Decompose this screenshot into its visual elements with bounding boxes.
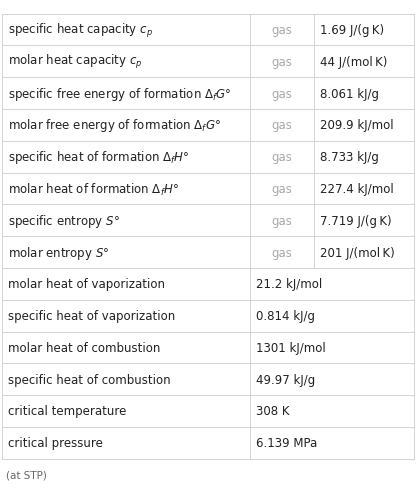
Text: 227.4 kJ/mol: 227.4 kJ/mol bbox=[320, 183, 394, 196]
Text: molar free energy of formation $\Delta_f G°$: molar free energy of formation $\Delta_f… bbox=[8, 117, 221, 134]
Text: specific free energy of formation $\Delta_f G°$: specific free energy of formation $\Delt… bbox=[8, 85, 232, 102]
Text: molar heat of vaporization: molar heat of vaporization bbox=[8, 278, 165, 291]
Text: 6.139 MPa: 6.139 MPa bbox=[256, 436, 317, 449]
Text: critical temperature: critical temperature bbox=[8, 405, 127, 418]
Text: gas: gas bbox=[271, 151, 292, 164]
Text: critical pressure: critical pressure bbox=[8, 436, 103, 449]
Text: molar heat of combustion: molar heat of combustion bbox=[8, 341, 161, 354]
Text: 7.719 J/(g K): 7.719 J/(g K) bbox=[320, 214, 392, 227]
Text: 21.2 kJ/mol: 21.2 kJ/mol bbox=[256, 278, 322, 291]
Text: molar heat of formation $\Delta_f H°$: molar heat of formation $\Delta_f H°$ bbox=[8, 181, 179, 197]
Text: specific entropy $S°$: specific entropy $S°$ bbox=[8, 212, 120, 229]
Text: 201 J/(mol K): 201 J/(mol K) bbox=[320, 246, 395, 259]
Text: gas: gas bbox=[271, 119, 292, 132]
Text: gas: gas bbox=[271, 56, 292, 69]
Text: 209.9 kJ/mol: 209.9 kJ/mol bbox=[320, 119, 394, 132]
Text: 49.97 kJ/g: 49.97 kJ/g bbox=[256, 373, 315, 386]
Text: gas: gas bbox=[271, 183, 292, 196]
Text: 308 K: 308 K bbox=[256, 405, 290, 418]
Text: gas: gas bbox=[271, 214, 292, 227]
Text: 8.061 kJ/g: 8.061 kJ/g bbox=[320, 87, 379, 101]
Text: molar heat capacity $c_p$: molar heat capacity $c_p$ bbox=[8, 53, 143, 71]
Text: (at STP): (at STP) bbox=[6, 470, 47, 480]
Text: 8.733 kJ/g: 8.733 kJ/g bbox=[320, 151, 379, 164]
Text: gas: gas bbox=[271, 87, 292, 101]
Text: specific heat of combustion: specific heat of combustion bbox=[8, 373, 171, 386]
Text: 1.69 J/(g K): 1.69 J/(g K) bbox=[320, 24, 384, 37]
Text: gas: gas bbox=[271, 24, 292, 37]
Text: specific heat capacity $c_p$: specific heat capacity $c_p$ bbox=[8, 21, 154, 40]
Text: molar entropy $S°$: molar entropy $S°$ bbox=[8, 244, 110, 261]
Text: 1301 kJ/mol: 1301 kJ/mol bbox=[256, 341, 326, 354]
Text: gas: gas bbox=[271, 246, 292, 259]
Text: 44 J/(mol K): 44 J/(mol K) bbox=[320, 56, 388, 69]
Text: 0.814 kJ/g: 0.814 kJ/g bbox=[256, 309, 315, 323]
Text: specific heat of vaporization: specific heat of vaporization bbox=[8, 309, 176, 323]
Text: specific heat of formation $\Delta_f H°$: specific heat of formation $\Delta_f H°$ bbox=[8, 149, 190, 166]
